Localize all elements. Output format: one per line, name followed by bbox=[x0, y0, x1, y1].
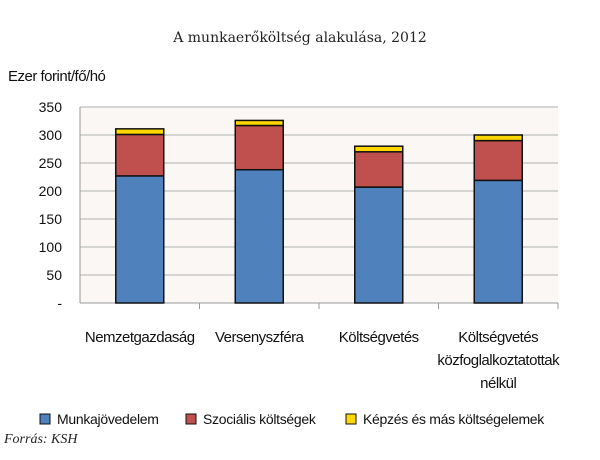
y-tick-label: 350 bbox=[39, 99, 63, 115]
bar-segment bbox=[234, 124, 284, 171]
legend-swatch bbox=[185, 413, 197, 425]
legend-swatch bbox=[39, 413, 51, 425]
y-tick-label: - bbox=[57, 295, 62, 311]
bar-segment bbox=[354, 186, 404, 304]
bar-segment bbox=[115, 128, 165, 136]
chart-title: A munkaerőköltség alakulása, 2012 bbox=[173, 30, 427, 46]
x-tick-label: Nemzetgazdaság bbox=[85, 329, 195, 346]
x-tick-label: nélkül bbox=[480, 375, 516, 392]
bar-segment bbox=[115, 175, 165, 304]
legend-swatch bbox=[345, 413, 357, 425]
y-tick-label: 200 bbox=[39, 183, 63, 199]
bar-segment bbox=[473, 179, 523, 304]
bar-segment bbox=[473, 139, 523, 182]
bar-segment bbox=[115, 133, 165, 177]
bar-segment bbox=[354, 151, 404, 188]
y-tick-label: 300 bbox=[39, 127, 63, 143]
bar-segment bbox=[234, 119, 284, 127]
x-tick-label: Költségvetés bbox=[339, 329, 419, 346]
x-tick-label: Versenyszféra bbox=[215, 329, 305, 346]
legend-label: Képzés és más költségelemek bbox=[363, 411, 545, 427]
y-tick-label: 50 bbox=[46, 267, 62, 283]
x-tick-label: közfoglalkoztatottak bbox=[437, 352, 560, 369]
x-tick-label: Költségvetés bbox=[458, 329, 538, 346]
y-tick-label: 250 bbox=[39, 155, 63, 171]
legend-label: Munkajövedelem bbox=[57, 411, 159, 427]
y-tick-label: 150 bbox=[39, 211, 63, 227]
bar-segment bbox=[473, 134, 523, 142]
bar-segment bbox=[354, 145, 404, 153]
bar-segment bbox=[234, 168, 284, 304]
legend-label: Szociális költségek bbox=[203, 411, 317, 427]
y-tick-label: 100 bbox=[39, 239, 63, 255]
source-note: Forrás: KSH bbox=[4, 432, 78, 447]
y-axis-label: Ezer forint/fő/hó bbox=[8, 68, 106, 85]
